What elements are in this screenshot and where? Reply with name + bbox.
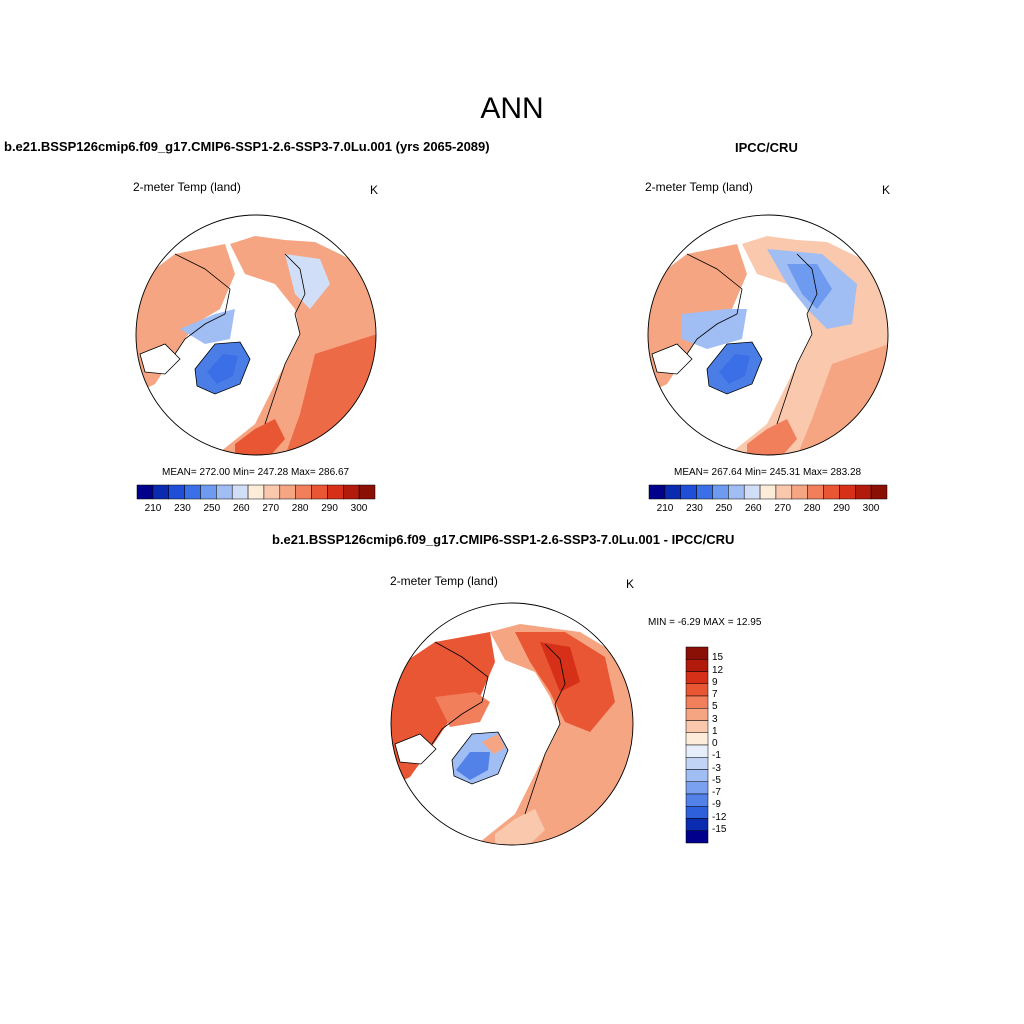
colorbar-swatch [743,484,761,500]
colorbar-tick-label: 300 [350,503,368,514]
colorbar-swatch [168,484,185,500]
colorbar-swatch [664,484,681,500]
colorbar-tick-label: 260 [232,503,250,514]
colorbar-swatch [685,818,709,831]
colorbar-swatch [839,484,856,500]
model-europe-region [235,419,285,455]
colorbar-swatch [696,484,713,500]
colorbar-swatch [685,806,709,819]
colorbar-swatch [685,659,709,672]
model-units-label: K [370,183,379,197]
diff-colorbar [685,646,709,844]
diff-stats-text: MIN = -6.29 MAX = 12.95 [648,617,762,628]
colorbar-tick-label: 260 [744,503,762,514]
colorbar-swatch [295,484,312,500]
colorbar-swatch [685,732,709,746]
colorbar-swatch [759,484,777,500]
colorbar-swatch [247,484,265,500]
colorbar-swatch [685,646,709,660]
colorbar-tick-label: 290 [833,503,850,514]
colorbar-swatch [136,484,154,500]
colorbar-swatch [263,484,281,500]
colorbar-tick-label: 1 [712,725,718,737]
colorbar-swatch [184,484,201,500]
colorbar-tick-label: -12 [712,811,727,823]
colorbar-swatch [685,708,709,721]
colorbar-tick-label: -1 [712,750,721,762]
obs-stats-text: MEAN= 267.64 Min= 245.31 Max= 283.28 [674,467,862,478]
model-canada-cool-region [180,309,235,344]
colorbar-swatch [680,484,697,500]
colorbar-tick-label: 250 [715,503,733,514]
colorbar-tick-label: 15 [712,652,724,664]
model-panel-title: b.e21.BSSP126cmip6.f09_g17.CMIP6-SSP1-2.… [4,139,490,154]
figure-title: ANN [480,92,544,125]
model-polar-map [135,214,377,456]
model-colorbar [136,484,376,500]
colorbar-swatch [685,781,709,795]
colorbar-swatch [231,484,249,500]
colorbar-tick-label: 9 [712,676,718,688]
colorbar-swatch [216,484,233,500]
colorbar-tick-label: 280 [803,503,821,514]
colorbar-swatch [791,484,808,500]
colorbar-swatch [685,769,709,782]
colorbar-swatch [685,683,709,697]
colorbar-tick-label: -9 [712,799,721,811]
colorbar-swatch [343,484,360,500]
colorbar-tick-label: 280 [291,503,309,514]
colorbar-tick-label: 230 [174,503,191,514]
model-variable-label: 2-meter Temp (land) [133,180,241,194]
colorbar-tick-label: 210 [144,503,162,514]
colorbar-swatch [685,830,709,844]
colorbar-swatch [855,484,872,500]
colorbar-tick-label: 270 [262,503,280,514]
obs-variable-label: 2-meter Temp (land) [645,180,753,194]
colorbar-swatch [200,484,217,500]
colorbar-swatch [685,695,709,709]
colorbar-tick-label: -7 [712,787,721,798]
colorbar-tick-label: 250 [203,503,221,514]
colorbar-swatch [279,484,296,500]
colorbar-swatch [311,484,328,500]
colorbar-tick-label: 210 [656,503,674,514]
colorbar-tick-label: 7 [712,689,718,700]
colorbar-tick-label: 290 [321,503,338,514]
colorbar-swatch [152,484,169,500]
obs-polar-map [647,214,889,456]
colorbar-tick-label: 230 [686,503,703,514]
diff-variable-label: 2-meter Temp (land) [390,574,498,588]
obs-units-label: K [882,183,891,197]
colorbar-tick-label: 270 [774,503,792,514]
colorbar-swatch [685,720,709,733]
colorbar-swatch [807,484,824,500]
colorbar-swatch [823,484,840,500]
colorbar-swatch [685,744,709,758]
colorbar-swatch [327,484,344,500]
model-stats-text: MEAN= 272.00 Min= 247.28 Max= 286.67 [162,467,350,478]
colorbar-swatch [870,484,888,500]
colorbar-swatch [358,484,376,500]
colorbar-tick-label: 12 [712,664,724,676]
colorbar-tick-label: 5 [712,701,718,713]
colorbar-tick-label: -3 [712,762,721,774]
colorbar-tick-label: -15 [712,823,727,835]
diff-units-label: K [626,577,635,591]
colorbar-swatch [775,484,793,500]
colorbar-tick-label: 0 [712,738,718,749]
colorbar-swatch [685,671,709,684]
colorbar-swatch [712,484,729,500]
obs-panel-title: IPCC/CRU [735,140,798,155]
model-siberia-cool-region [285,254,330,309]
colorbar-swatch [648,484,666,500]
colorbar-tick-label: 3 [712,713,718,725]
colorbar-swatch [685,757,709,770]
colorbar-swatch [728,484,745,500]
diff-polar-map [390,602,634,846]
diff-panel-title: b.e21.BSSP126cmip6.f09_g17.CMIP6-SSP1-2.… [272,532,735,547]
colorbar-tick-label: -5 [712,774,721,786]
colorbar-tick-label: 300 [862,503,880,514]
obs-colorbar [648,484,888,500]
colorbar-swatch [685,793,709,807]
